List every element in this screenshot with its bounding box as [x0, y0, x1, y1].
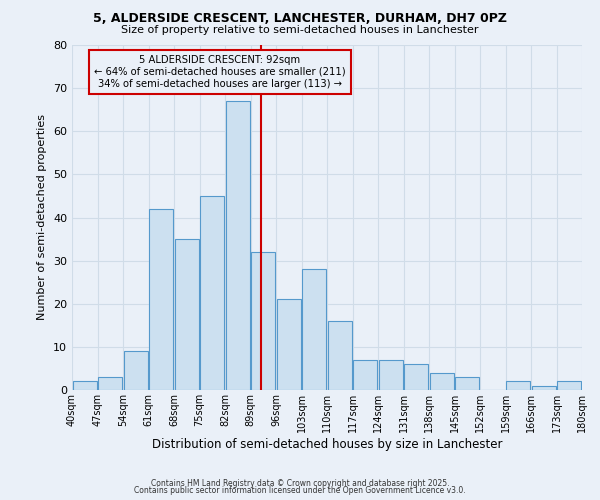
Y-axis label: Number of semi-detached properties: Number of semi-detached properties [37, 114, 47, 320]
Bar [328, 321, 352, 390]
Bar [404, 364, 428, 390]
Bar [277, 300, 301, 390]
Bar [379, 360, 403, 390]
X-axis label: Distribution of semi-detached houses by size in Lanchester: Distribution of semi-detached houses by … [152, 438, 502, 450]
Bar [302, 269, 326, 390]
Bar [506, 382, 530, 390]
Text: Contains HM Land Registry data © Crown copyright and database right 2025.: Contains HM Land Registry data © Crown c… [151, 478, 449, 488]
Bar [455, 377, 479, 390]
Text: Size of property relative to semi-detached houses in Lanchester: Size of property relative to semi-detach… [121, 25, 479, 35]
Bar [532, 386, 556, 390]
Bar [73, 382, 97, 390]
Bar [353, 360, 377, 390]
Bar [149, 209, 173, 390]
Bar [98, 377, 122, 390]
Bar [175, 239, 199, 390]
Text: 5 ALDERSIDE CRESCENT: 92sqm
← 64% of semi-detached houses are smaller (211)
34% : 5 ALDERSIDE CRESCENT: 92sqm ← 64% of sem… [94, 56, 346, 88]
Bar [200, 196, 224, 390]
Text: Contains public sector information licensed under the Open Government Licence v3: Contains public sector information licen… [134, 486, 466, 495]
Bar [226, 101, 250, 390]
Bar [557, 382, 581, 390]
Bar [251, 252, 275, 390]
Bar [124, 351, 148, 390]
Text: 5, ALDERSIDE CRESCENT, LANCHESTER, DURHAM, DH7 0PZ: 5, ALDERSIDE CRESCENT, LANCHESTER, DURHA… [93, 12, 507, 26]
Bar [430, 373, 454, 390]
